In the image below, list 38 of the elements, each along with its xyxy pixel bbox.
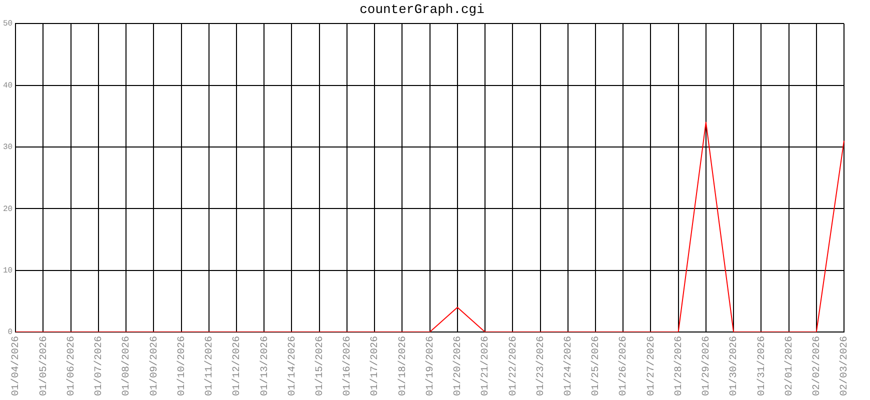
- x-tick-label: 01/08/2026: [120, 336, 133, 396]
- chart-title: counterGraph.cgi: [360, 2, 485, 18]
- x-tick-label: 01/31/2026: [756, 336, 768, 396]
- x-tick-label: 01/12/2026: [231, 336, 244, 396]
- x-tick-label: 01/21/2026: [480, 336, 492, 396]
- x-tick-label: 02/02/2026: [811, 336, 824, 396]
- x-tick-label: 01/16/2026: [342, 336, 354, 396]
- x-tick-label: 01/13/2026: [258, 336, 271, 396]
- x-tick-label: 01/29/2026: [700, 336, 713, 396]
- x-tick-label: 01/30/2026: [728, 336, 740, 396]
- x-tick-label: 01/20/2026: [452, 336, 464, 396]
- x-tick-label: 01/07/2026: [93, 336, 106, 396]
- x-tick-label: 01/19/2026: [424, 336, 436, 396]
- x-tick-label: 01/23/2026: [534, 336, 547, 396]
- x-tick-label: 01/26/2026: [618, 336, 630, 396]
- y-tick-label: 0: [8, 328, 13, 338]
- x-tick-label: 01/10/2026: [176, 336, 188, 396]
- x-tick-label: 01/15/2026: [314, 336, 326, 396]
- x-tick-label: 01/09/2026: [148, 336, 160, 396]
- y-tick-label: 20: [2, 204, 13, 214]
- x-tick-label: 01/24/2026: [562, 336, 575, 396]
- x-tick-label: 01/06/2026: [65, 336, 78, 396]
- x-tick-label: 01/22/2026: [507, 336, 520, 396]
- x-tick-label: 02/03/2026: [838, 336, 851, 396]
- y-tick-label: 10: [2, 266, 13, 276]
- x-tick-label: 02/01/2026: [783, 336, 796, 396]
- y-tick-label: 50: [2, 20, 13, 29]
- x-tick-label: 01/27/2026: [645, 336, 658, 396]
- y-tick-label: 40: [2, 81, 13, 90]
- x-tick-label: 01/18/2026: [396, 336, 409, 396]
- x-tick-label: 01/14/2026: [286, 336, 298, 396]
- x-tick-label: 01/11/2026: [204, 336, 216, 396]
- x-tick-label: 01/04/2026: [10, 336, 22, 396]
- x-tick-label: 01/28/2026: [672, 336, 685, 396]
- x-tick-label: 01/05/2026: [38, 336, 50, 396]
- x-tick-label: 01/17/2026: [369, 336, 382, 396]
- y-tick-label: 30: [2, 143, 13, 152]
- x-tick-label: 01/25/2026: [590, 336, 602, 396]
